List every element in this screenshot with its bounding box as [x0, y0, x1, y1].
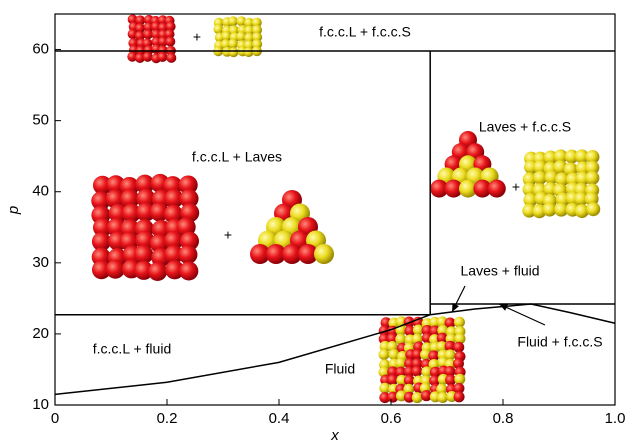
x-tick-label: 0.6 — [381, 410, 402, 427]
atom — [165, 37, 175, 47]
atom — [412, 392, 423, 403]
y-tick-label: 50 — [32, 112, 49, 129]
x-tick-label: 0.4 — [269, 410, 290, 427]
arrow — [452, 286, 465, 312]
y-tick-label: 20 — [32, 325, 49, 342]
atom — [143, 52, 153, 62]
y-tick-label: 40 — [32, 183, 49, 200]
atom — [488, 180, 506, 198]
atom — [586, 202, 600, 216]
region-label: Fluid + f.c.c.S — [517, 334, 602, 350]
y-tick-label: 10 — [32, 396, 49, 413]
region-label: f.c.c.L + Laves — [192, 149, 282, 165]
atom — [585, 171, 599, 185]
atom — [229, 47, 239, 57]
x-axis-label: x — [330, 427, 339, 444]
y-axis-label: p — [5, 206, 22, 215]
region-label: f.c.c.L + f.c.c.S — [319, 24, 411, 40]
atom — [454, 391, 465, 402]
atom — [157, 52, 167, 62]
y-tick-label: 30 — [32, 254, 49, 271]
y-tick-label: 60 — [32, 41, 49, 58]
atom — [166, 53, 176, 63]
arrow — [499, 304, 545, 325]
atom — [453, 342, 464, 353]
atom — [454, 317, 465, 328]
region-label: + — [224, 227, 232, 243]
x-tick-label: 1.0 — [605, 410, 626, 427]
region-label: Laves + fluid — [461, 263, 540, 279]
region-label: + — [193, 29, 201, 45]
atom — [379, 349, 390, 360]
x-tick-label: 0.8 — [493, 410, 514, 427]
region-label: Fluid — [325, 361, 355, 377]
atom — [412, 366, 423, 377]
atom — [314, 244, 334, 264]
atom — [148, 262, 167, 281]
x-tick-label: 0 — [51, 410, 59, 427]
region-label: f.c.c.L + fluid — [93, 341, 171, 357]
chart: x p 0 0.2 0.4 0.6 0.8 1.0 10 20 30 40 50 60 f.c.c.L … — [0, 0, 629, 445]
atom — [179, 262, 198, 281]
region-label: + — [512, 179, 520, 195]
atom — [178, 245, 197, 264]
x-tick-label: 0.2 — [157, 410, 178, 427]
region-label: Laves + f.c.c.S — [479, 119, 571, 135]
